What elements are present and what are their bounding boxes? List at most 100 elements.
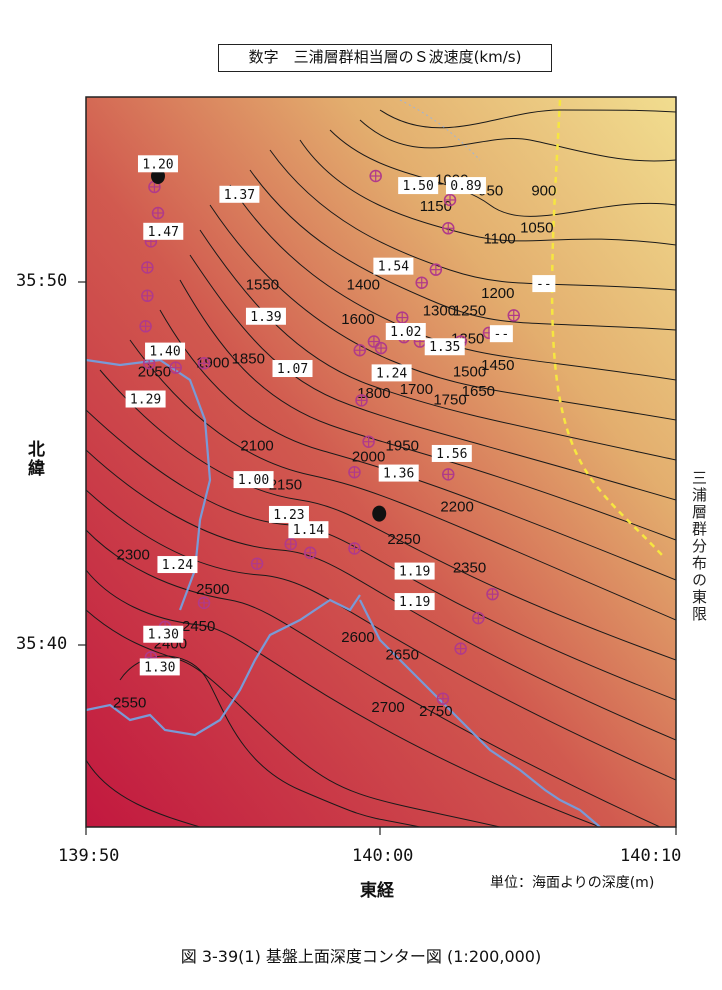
borehole-markers	[139, 168, 520, 705]
contour-label: 2200	[440, 498, 473, 515]
contour-label: 2600	[341, 629, 374, 646]
borehole-marker	[374, 341, 388, 355]
contour-label: 1950	[386, 437, 419, 454]
borehole-marker	[443, 193, 457, 207]
contour-label: 2550	[113, 694, 146, 711]
map-frame	[85, 96, 677, 828]
borehole-marker	[415, 276, 428, 289]
velocity-label: 1.29	[125, 390, 166, 408]
borehole-marker	[151, 206, 165, 220]
contour-label: 1200	[481, 285, 514, 302]
contour-label: 1850	[232, 350, 265, 367]
contour-label: 1050	[520, 220, 553, 237]
velocity-value: 1.23	[273, 508, 304, 523]
borehole-marker	[472, 611, 485, 625]
velocity-value: 0.89	[450, 179, 481, 194]
velocity-label: 1.19	[394, 593, 435, 611]
velocity-label: 1.30	[139, 658, 180, 676]
borehole-marker	[348, 542, 361, 555]
borehole-marker	[141, 261, 154, 274]
velocity-value: 1.50	[403, 179, 434, 194]
velocity-label: 1.30	[143, 625, 184, 643]
borehole-marker	[250, 557, 264, 570]
velocity-label: 1.23	[268, 505, 309, 523]
contour-label: 1400	[347, 276, 380, 293]
contour-depth-labels: 1000950900115010501100155014001200130012…	[113, 172, 556, 720]
velocity-value: --	[536, 277, 552, 292]
velocity-legend-note: 数字 三浦層群相当層のＳ波速度(km/s)	[218, 44, 552, 72]
borehole-marker	[355, 394, 368, 407]
velocity-label: 1.00	[233, 471, 274, 489]
contour-label: 1600	[341, 311, 374, 328]
velocity-label: 1.14	[288, 521, 329, 539]
velocity-value: 1.24	[376, 366, 407, 381]
contour-label: 2750	[419, 703, 452, 720]
contour-label: 2450	[182, 618, 215, 635]
velocity-value: 1.07	[277, 362, 308, 377]
contour-label: 2650	[386, 647, 419, 664]
velocity-value: 1.20	[142, 157, 173, 172]
borehole-marker	[369, 169, 382, 183]
reference-point-marker	[372, 505, 387, 522]
velocity-value: 1.35	[429, 340, 460, 355]
velocity-value: 1.24	[162, 558, 193, 573]
contour-lines	[86, 109, 676, 827]
borehole-marker	[362, 435, 375, 448]
y-axis-title: 北緯	[24, 440, 44, 478]
velocity-value: 1.47	[148, 225, 179, 240]
velocity-value: --	[494, 327, 510, 342]
borehole-marker	[348, 465, 361, 479]
velocity-label: 1.39	[245, 307, 286, 325]
contour-label: 2350	[453, 559, 486, 576]
velocity-value: 1.36	[383, 467, 414, 482]
velocity-value: 1.54	[378, 260, 409, 275]
borehole-marker	[436, 692, 450, 705]
velocity-label: 1.47	[143, 222, 184, 240]
s-wave-velocity-labels: 1.20 1.47 1.37 1.50 0.89 1.54 1.39 1.02 1.40 1.35…	[125, 155, 556, 676]
velocity-label: 1.56	[431, 444, 472, 462]
velocity-value: 1.14	[293, 523, 324, 538]
velocity-value: 1.30	[144, 660, 175, 675]
contour-label: 1500	[453, 363, 486, 380]
velocity-value: 1.00	[238, 473, 269, 488]
borehole-marker	[429, 263, 443, 276]
velocity-label: 1.40	[145, 342, 186, 360]
borehole-marker	[454, 642, 467, 655]
y-tick-label: 35:40	[16, 634, 68, 654]
contour-label: 2300	[117, 546, 150, 563]
y-tick-label: 35:50	[16, 271, 68, 291]
velocity-value: 1.02	[390, 325, 421, 340]
figure-caption: 図 3-39(1) 基盤上面深度コンター図 (1:200,000)	[180, 947, 542, 966]
boundary-side-label: 三浦層群分布の東限	[690, 470, 708, 623]
velocity-label: 1.02	[385, 322, 426, 340]
borehole-marker	[284, 537, 297, 551]
contour-label: 1300	[423, 302, 456, 319]
unit-note: 単位：海面よりの深度(m)	[490, 875, 655, 891]
borehole-marker	[141, 289, 154, 303]
coastline	[86, 358, 601, 827]
contour-label: 2500	[196, 581, 229, 598]
contour-label: 1100	[483, 231, 515, 248]
velocity-label: 1.50	[398, 177, 439, 195]
borehole-marker	[442, 468, 455, 481]
miura-group-east-boundary-line	[550, 99, 663, 556]
velocity-value: 1.40	[149, 345, 180, 360]
borehole-marker	[442, 222, 455, 235]
velocity-label: --	[532, 275, 556, 293]
velocity-label: 1.19	[394, 562, 435, 580]
x-tick-label: 140:10	[620, 846, 682, 866]
velocity-label: --	[489, 325, 513, 343]
velocity-label: 1.24	[371, 364, 412, 382]
contour-label: 1700	[400, 381, 433, 398]
contour-label: 2700	[371, 699, 404, 716]
borehole-marker	[395, 311, 409, 324]
velocity-label: 1.07	[272, 360, 313, 378]
borehole-marker	[367, 335, 381, 348]
contour-label: 1450	[481, 357, 514, 374]
contour-label: 1250	[453, 302, 486, 319]
borehole-marker	[169, 361, 182, 374]
velocity-value: 1.19	[399, 565, 430, 580]
velocity-value: 1.29	[130, 393, 161, 408]
velocity-value: 1.39	[250, 310, 281, 325]
